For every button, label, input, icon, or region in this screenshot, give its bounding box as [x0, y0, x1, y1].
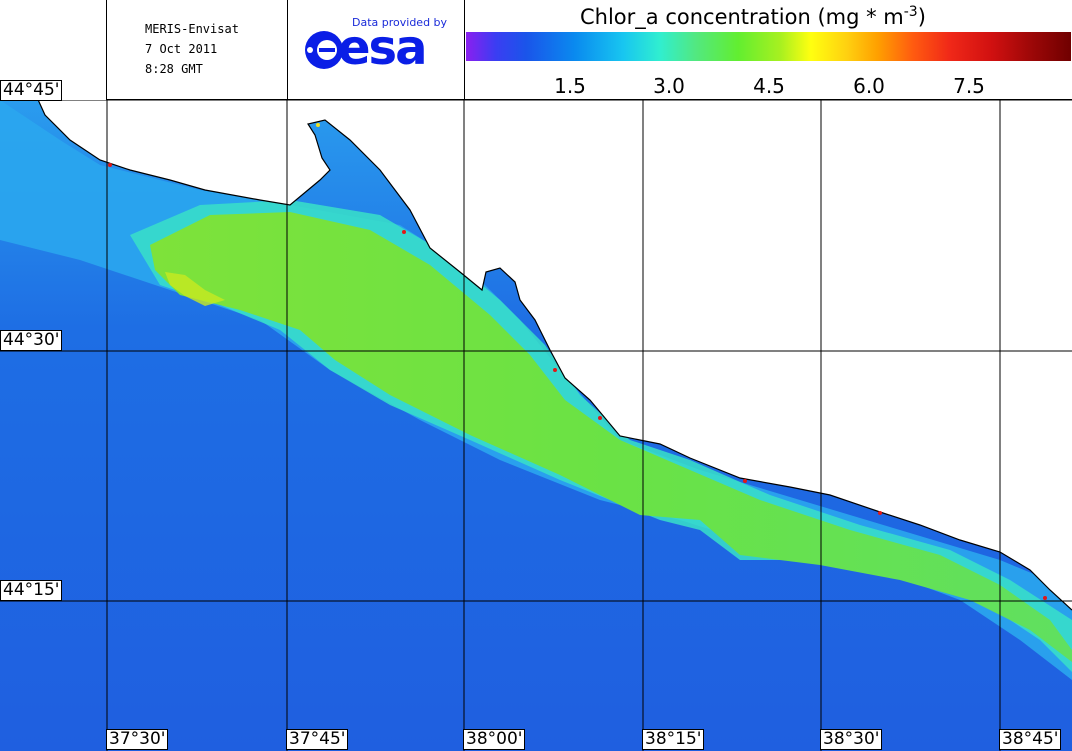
- esa-wordmark: esa: [338, 20, 428, 76]
- legend-title-text: Chlor_a concentration (mg * m: [580, 5, 904, 29]
- lat-label-44-15: 44°15': [0, 580, 63, 601]
- legend-title: Chlor_a concentration (mg * m-3): [580, 4, 926, 29]
- lon-label-38-00: 38°00': [463, 729, 526, 750]
- lon-label-37-45: 37°45': [286, 729, 349, 750]
- colorbar-tick: 6.0: [853, 74, 885, 98]
- coastline: [37, 100, 1072, 611]
- lon-label-38-15: 38°15': [642, 729, 705, 750]
- lon-label-38-45: 38°45': [999, 729, 1062, 750]
- provider-text: Data provided by: [352, 16, 448, 29]
- lon-label-38-30: 38°30': [820, 729, 883, 750]
- chlorophyll-map: [0, 100, 1072, 751]
- land-area: [0, 100, 1072, 610]
- header-panel: MERIS-Envisat 7 Oct 2011 8:28 GMT Data p…: [0, 0, 1072, 100]
- esa-logo-icon: [305, 31, 343, 69]
- legend-title-superscript: -3: [903, 4, 918, 20]
- colorbar-tick: 3.0: [653, 74, 685, 98]
- acquisition-time: 8:28 GMT: [145, 62, 203, 76]
- color-scale-bar: [466, 32, 1071, 61]
- legend-title-close: ): [917, 5, 926, 29]
- acquisition-date: 7 Oct 2011: [145, 42, 218, 56]
- lat-label-44-45: 44°45': [0, 80, 63, 101]
- lon-label-37-30: 37°30': [106, 729, 169, 750]
- sensor-name: MERIS-Envisat: [145, 22, 239, 36]
- lat-label-44-30: 44°30': [0, 330, 63, 351]
- sensor-info-box: MERIS-Envisat 7 Oct 2011 8:28 GMT: [106, 0, 288, 100]
- plume-hotspot: [165, 272, 225, 306]
- colorbar-tick: 4.5: [753, 74, 785, 98]
- coastal-high-chl-dots: [108, 123, 1047, 600]
- colorbar-tick: 1.5: [554, 74, 586, 98]
- graticule: [0, 100, 1072, 751]
- colorbar-tick: 7.5: [953, 74, 985, 98]
- chlorophyll-plume: [150, 212, 1072, 662]
- esa-logo-box: Data provided by esa: [287, 0, 465, 100]
